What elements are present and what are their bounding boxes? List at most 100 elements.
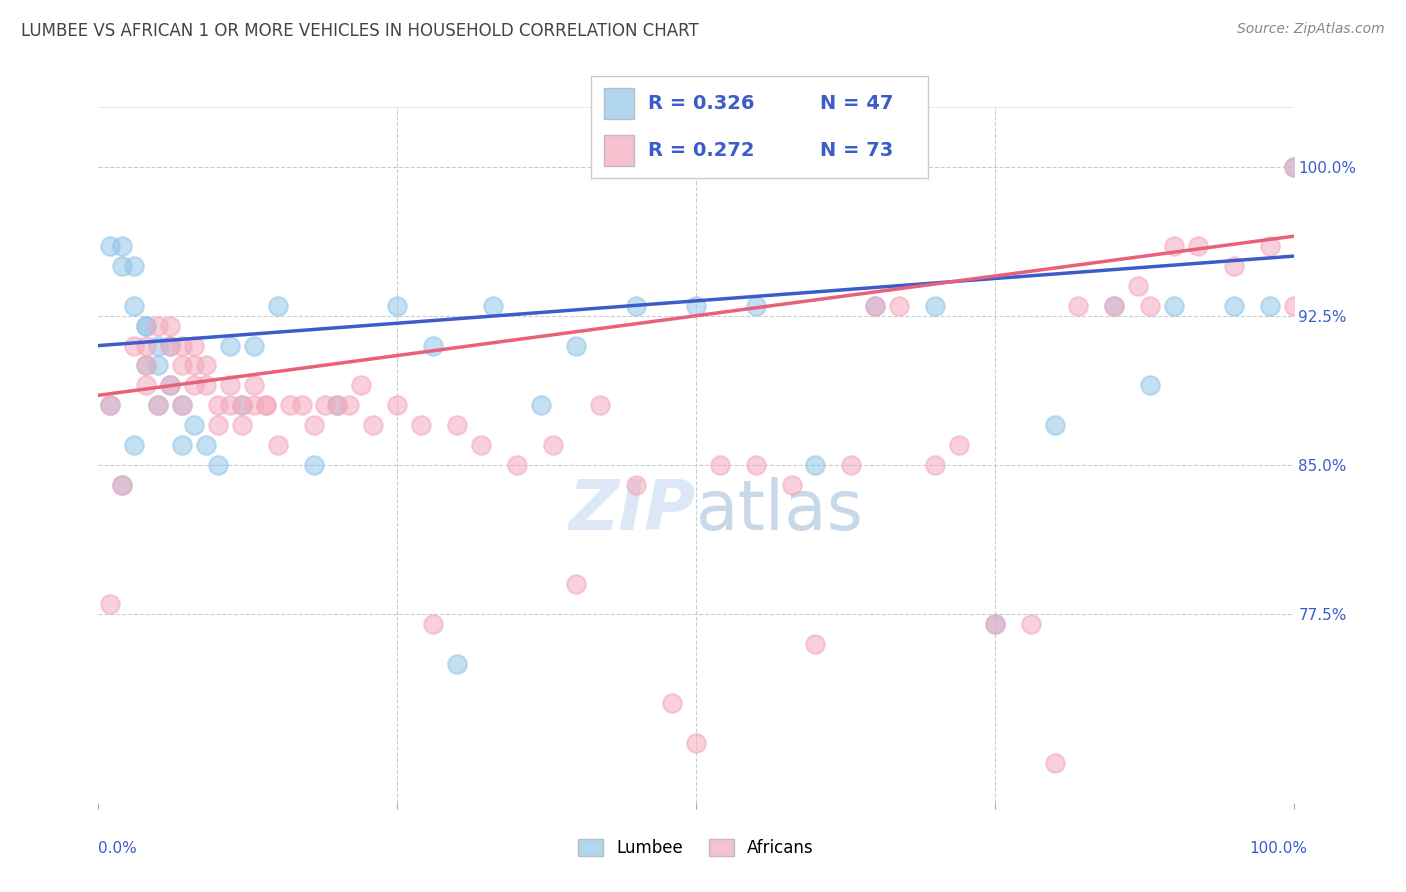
Point [865,299,887,313]
Point [148,359,170,373]
Point [183,418,205,433]
Point [98,398,122,412]
Point [350,378,373,392]
Point [841,458,863,472]
Point [1104,299,1126,313]
Point [231,398,253,412]
Point [243,378,266,392]
Point [1043,756,1066,770]
Point [98,239,122,253]
Point [1019,616,1042,631]
Point [948,438,970,452]
Point [482,299,505,313]
Point [1043,418,1066,433]
Point [183,378,205,392]
Point [1163,299,1185,313]
Point [243,338,266,352]
Point [183,359,205,373]
Point [207,418,229,433]
Point [291,398,314,412]
Bar [605,88,634,119]
Point [195,438,218,452]
Point [565,577,588,591]
Point [111,239,134,253]
Text: ZIP: ZIP [568,477,696,544]
Point [195,359,218,373]
Point [159,318,181,333]
Text: N = 47: N = 47 [820,94,893,113]
Text: LUMBEE VS AFRICAN 1 OR MORE VEHICLES IN HOUSEHOLD CORRELATION CHART: LUMBEE VS AFRICAN 1 OR MORE VEHICLES IN … [21,22,699,40]
Point [243,398,266,412]
Text: 100.0%: 100.0% [1250,841,1308,856]
Point [626,299,648,313]
Point [685,299,707,313]
Point [1223,299,1246,313]
Point [541,438,564,452]
Point [148,398,170,412]
Point [111,259,134,273]
Point [267,299,290,313]
Point [183,338,205,352]
Point [709,458,731,472]
Point [326,398,349,412]
Point [207,398,229,412]
Point [124,438,146,452]
Point [589,398,612,412]
Point [446,418,468,433]
Point [780,477,803,491]
Point [172,398,194,412]
Text: atlas: atlas [696,477,863,544]
Point [302,418,325,433]
Point [506,458,529,472]
Point [207,458,229,472]
Point [363,418,385,433]
Point [565,338,588,352]
Point [267,438,290,452]
Point [219,398,242,412]
Point [661,697,683,711]
Point [315,398,337,412]
Point [159,378,181,392]
Point [124,338,146,352]
Point [1223,259,1246,273]
Point [889,299,911,313]
Point [195,378,218,392]
Point [411,418,433,433]
Point [1139,299,1161,313]
Point [219,378,242,392]
Point [135,378,157,392]
Point [1282,299,1305,313]
Point [148,318,170,333]
Point [231,418,253,433]
Point [98,398,122,412]
Point [745,458,768,472]
Point [172,338,194,352]
Point [385,398,409,412]
Point [685,736,707,750]
Point [470,438,492,452]
Point [135,359,157,373]
Point [124,259,146,273]
Point [159,378,181,392]
Point [1163,239,1185,253]
Point [135,318,157,333]
Point [111,477,134,491]
Point [1067,299,1090,313]
Point [422,616,444,631]
Point [135,338,157,352]
Point [148,338,170,352]
Point [172,359,194,373]
Point [1187,239,1209,253]
Point [804,458,827,472]
Point [385,299,409,313]
Text: R = 0.326: R = 0.326 [648,94,755,113]
Point [172,398,194,412]
Point [745,299,768,313]
Point [159,338,181,352]
Point [339,398,361,412]
Point [278,398,301,412]
Point [1282,160,1305,174]
Point [148,398,170,412]
Text: R = 0.272: R = 0.272 [648,141,755,161]
Point [804,637,827,651]
